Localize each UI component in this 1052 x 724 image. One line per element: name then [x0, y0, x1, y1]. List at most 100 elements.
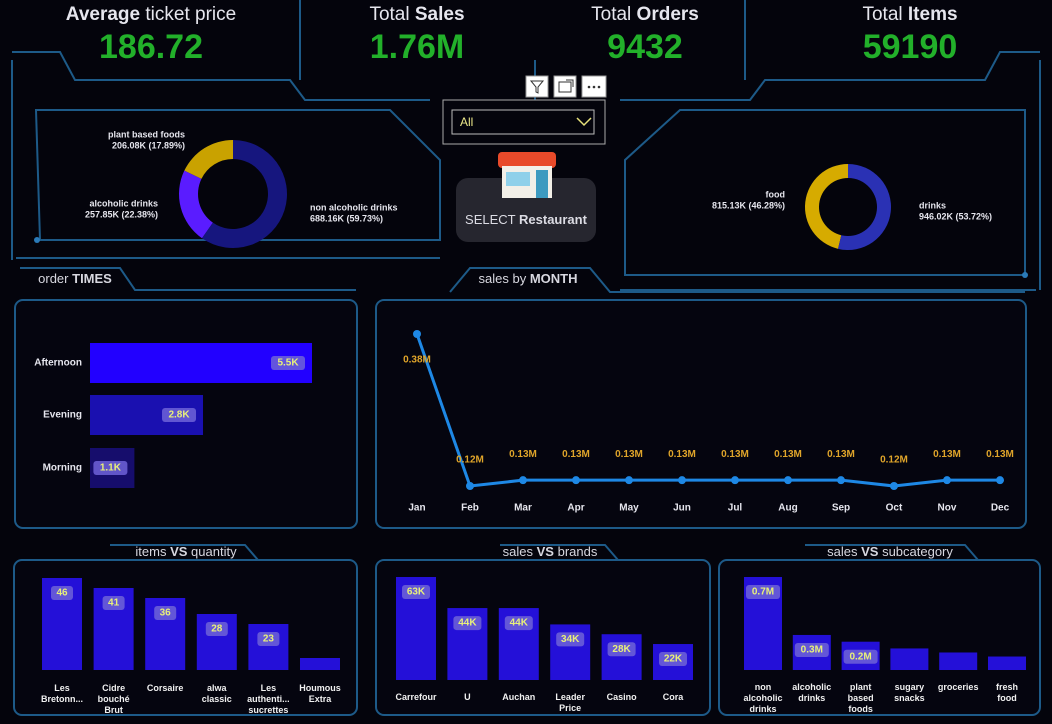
panel-title-part: order	[38, 271, 69, 286]
value-label-bg	[205, 622, 228, 636]
kpi-title-part: Total	[862, 4, 902, 25]
value-label-bg	[659, 652, 687, 667]
panel-title: sales VS subcategory	[827, 544, 953, 559]
panel-title: sales by MONTH	[479, 271, 578, 286]
point	[996, 476, 1004, 485]
bar	[248, 624, 289, 670]
value-label-bg	[607, 642, 636, 657]
x-tick-label: Sep	[832, 503, 850, 514]
value-label-bg	[162, 408, 197, 422]
kpi-title-part: Items	[908, 4, 958, 25]
node	[34, 237, 40, 243]
value-label: 5.5K	[277, 358, 299, 369]
x-tick-label: Oct	[886, 503, 903, 514]
panel-title-part: VS	[170, 544, 188, 559]
panel-title-part: subcategory	[882, 544, 953, 559]
x-tick-label: Apr	[567, 503, 584, 514]
point	[413, 330, 421, 338]
x-tick-label: Jul	[728, 503, 743, 514]
value-label-bg	[504, 616, 533, 631]
value-label: 0.13M	[721, 449, 749, 460]
x-tick-label: Les authenti... sucrettes	[247, 683, 290, 715]
kpi-title-part: Sales	[415, 4, 465, 25]
x-tick-label: Jan	[408, 503, 425, 514]
x-tick-label: sugary snacks	[894, 682, 925, 703]
value-label: 28	[211, 624, 223, 635]
x-tick-label: fresh food	[995, 682, 1019, 703]
x-tick-label: Les Bretonn...	[41, 683, 83, 704]
value-label-bg	[257, 632, 280, 646]
x-tick-label: Leader Price	[555, 692, 585, 713]
value-label: 0.13M	[668, 449, 696, 460]
panel-title: sales VS brands	[503, 544, 598, 559]
value-label: 23	[263, 634, 275, 645]
value-label: 34K	[561, 634, 580, 645]
button-label[interactable]: SELECT Restaurant	[465, 212, 588, 227]
kpi-title-part: Total	[591, 4, 631, 25]
donut-slice	[202, 140, 288, 249]
panel-title-part: brands	[558, 544, 598, 559]
value-label: 1.1K	[100, 463, 122, 474]
value-label: 44K	[458, 618, 477, 629]
x-tick-label: Houmous Extra	[299, 683, 341, 704]
bar	[890, 648, 929, 670]
x-tick-label: plant based foods	[847, 682, 874, 714]
kpi-value: 186.72	[99, 28, 203, 66]
slice-label: drinks	[919, 200, 946, 210]
kpi-title: Total Items	[862, 4, 957, 25]
kpi-title: Total Orders	[591, 4, 699, 25]
value-label-bg	[102, 596, 125, 610]
point	[678, 476, 686, 485]
kpi-title-part: Orders	[637, 4, 699, 25]
panel-title-part: quantity	[191, 544, 237, 559]
x-tick-label: groceries	[937, 682, 979, 692]
button-label-part: SELECT	[465, 212, 516, 227]
slice-value: 206.08K (17.89%)	[112, 140, 185, 150]
value-label: 63K	[407, 587, 426, 598]
x-tick-label: Aug	[778, 503, 797, 514]
point	[519, 476, 527, 485]
slicer-value[interactable]: All	[460, 115, 473, 129]
value-label-bg	[271, 356, 305, 370]
value-label-bg	[154, 606, 177, 620]
kpi-value: 59190	[863, 28, 958, 66]
slice-value: 946.02K (53.72%)	[919, 211, 992, 221]
panel-title-part: VS	[537, 544, 555, 559]
x-tick-label: alwa classic	[201, 683, 232, 704]
value-label: 0.13M	[827, 449, 855, 460]
kpi-title: Total Sales	[369, 4, 464, 25]
point	[784, 476, 792, 485]
panel-title-part: sales	[827, 544, 858, 559]
donut-slice	[178, 170, 213, 239]
kpi-title-part: ticket price	[145, 4, 236, 25]
value-label-bg	[93, 461, 128, 475]
kpi-value: 1.76M	[370, 28, 465, 66]
line	[415, 333, 1000, 488]
value-label: 0.3M	[801, 645, 823, 656]
bar	[939, 652, 978, 670]
value-label-bg	[556, 632, 585, 647]
x-tick-label: Cora	[662, 692, 684, 702]
value-label: 0.38M	[403, 355, 431, 366]
value-label: 46	[56, 588, 68, 599]
node	[1022, 272, 1028, 278]
value-label: 0.13M	[615, 449, 643, 460]
panel-title-part: VS	[861, 544, 879, 559]
bar	[601, 634, 642, 680]
bar	[988, 656, 1026, 670]
x-tick-label: Feb	[461, 503, 479, 514]
x-tick-label: Mar	[514, 503, 532, 514]
x-tick-label: Carrefour	[395, 692, 437, 702]
bar	[300, 658, 340, 670]
point	[943, 476, 951, 485]
x-tick-label: non alcoholic drinks	[743, 682, 783, 714]
slice-value: 688.16K (59.73%)	[310, 213, 383, 223]
value-label-bg	[453, 616, 482, 631]
kpi-title: Average ticket price	[66, 4, 236, 25]
donut-slice	[804, 164, 848, 249]
point	[466, 482, 474, 490]
point	[837, 476, 845, 485]
x-tick-label: alcoholic drinks	[792, 682, 832, 703]
point	[625, 476, 633, 485]
x-tick-label: Nov	[938, 503, 957, 514]
